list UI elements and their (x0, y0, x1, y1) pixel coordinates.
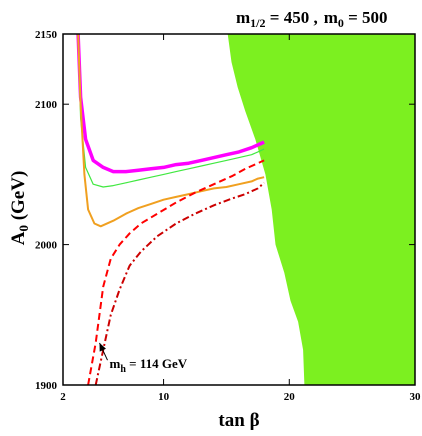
series-line-3 (77, 34, 265, 228)
tick-layer: 2 10 20 30 1900 2000 2100 2150 (35, 29, 421, 403)
y-axis-label: A0 (GeV) (8, 171, 31, 246)
series-line-1 (76, 34, 265, 174)
x-axis-label: tan β (218, 410, 259, 431)
y-axis-label-unit: (GeV) (8, 171, 29, 225)
annotation-arrow-head (99, 342, 106, 352)
title-m-half-sub: 1/2 (250, 16, 265, 30)
excluded-region (227, 34, 415, 385)
y-tick-label: 2000 (35, 240, 58, 252)
annotation-mh-symbol: m (110, 356, 121, 371)
x-tick-label: 2 (60, 391, 66, 403)
x-tick-label: 30 (410, 391, 422, 403)
y-tick-label: 1900 (35, 380, 58, 392)
title-m-half-value: = 450 , (266, 8, 318, 27)
annotation-mh-sub: h (120, 364, 126, 375)
annotation-mh-label: mh = 114 GeV (110, 356, 188, 375)
x-tick-label: 10 (158, 391, 170, 403)
title-m0-value: = 500 (344, 8, 388, 27)
series-layer (76, 34, 265, 385)
x-tick-label: 20 (284, 391, 296, 403)
series-line-4 (87, 159, 265, 385)
y-tick-label: 2150 (35, 29, 58, 41)
title-m0-symbol: m (324, 8, 338, 27)
y-axis-label-sub: 0 (16, 225, 31, 232)
title-m0-sub: 0 (338, 16, 344, 30)
plot-frame (62, 33, 416, 386)
series-line-2 (77, 34, 265, 188)
y-axis-label-symbol: A (8, 231, 29, 245)
annotation-mh-value: = 114 GeV (126, 356, 188, 371)
series-line-5 (94, 182, 265, 385)
title-m-half-symbol: m (236, 8, 250, 27)
chart-title: m1/2 = 450 , m0 = 500 (236, 8, 388, 30)
y-tick-label: 2100 (35, 99, 58, 111)
annotation-layer: mh = 114 GeV (99, 342, 188, 375)
